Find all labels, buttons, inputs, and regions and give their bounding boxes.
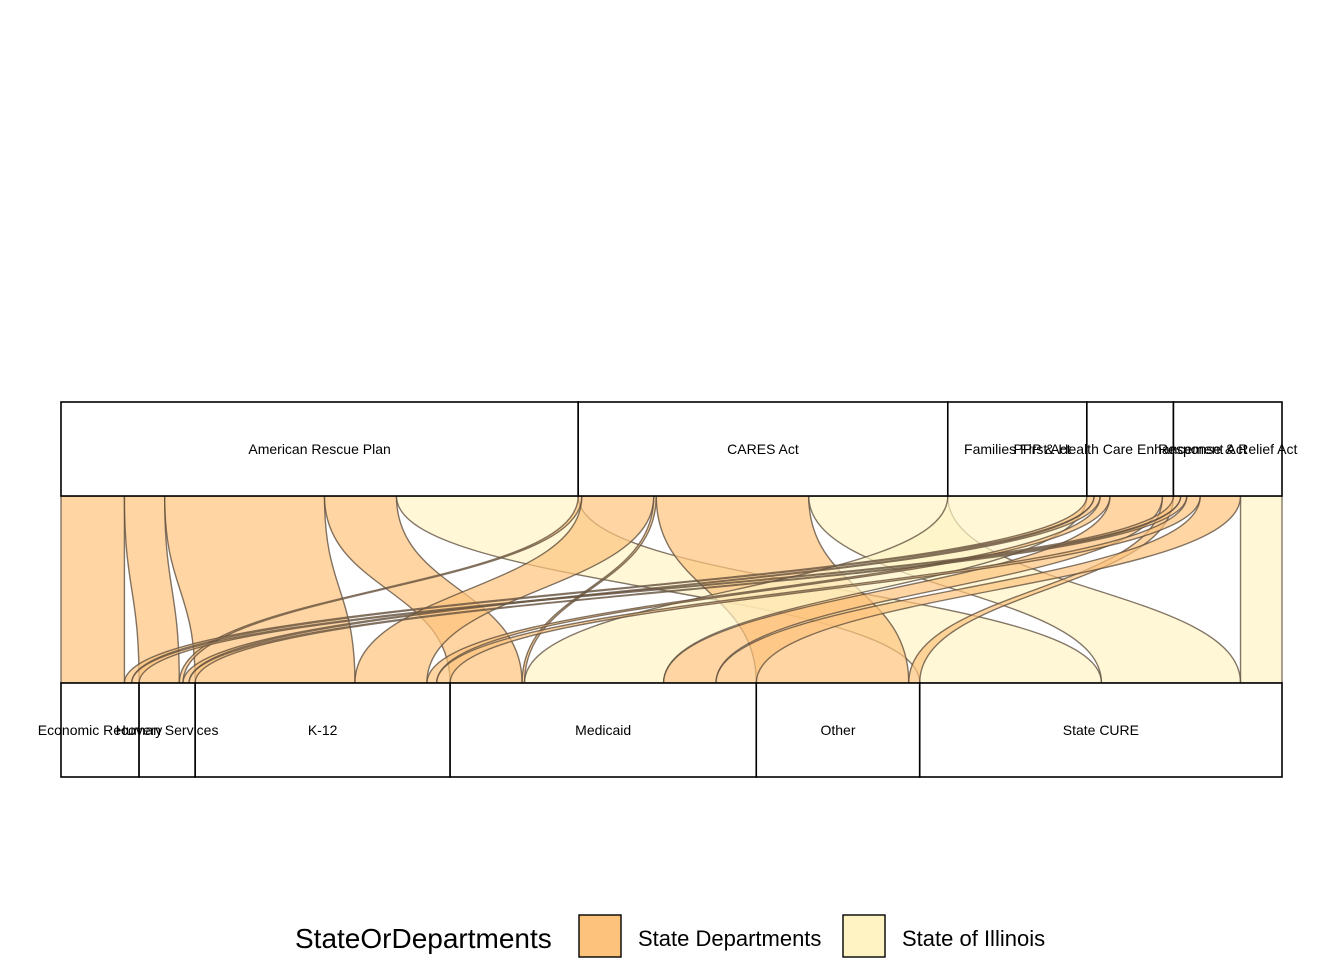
stratum-label-k-12: K-12 xyxy=(308,722,338,738)
stratum-label-families-first-act: Families First Act xyxy=(964,441,1071,457)
flow-american-rescue-plan-to-economic-recovery xyxy=(60,495,126,684)
stratum-human-services xyxy=(138,682,196,778)
stratum-medicaid xyxy=(449,682,758,778)
legend-label-state-departments: State Departments xyxy=(638,926,821,951)
strata: American Rescue Plan CARES Act Families Fi… xyxy=(38,401,1297,778)
flows xyxy=(60,495,1283,684)
stratum-label-cares-act: CARES Act xyxy=(727,441,799,457)
legend: StateOrDepartments State Departments Sta… xyxy=(295,914,1045,958)
stratum-label-state-cure: State CURE xyxy=(1063,722,1139,738)
legend-key-state-of-illinois xyxy=(842,914,886,958)
stratum-state-cure xyxy=(918,682,1283,778)
stratum-label-medicaid: Medicaid xyxy=(575,722,631,738)
legend-key-state-departments xyxy=(578,914,622,958)
stratum-label-other: Other xyxy=(820,722,855,738)
stratum-economic-recovery xyxy=(60,682,140,778)
stratum-label-economic-recovery: Economic Recovery xyxy=(38,722,163,738)
legend-label-state-of-illinois: State of Illinois xyxy=(902,926,1045,951)
stratum-other xyxy=(755,682,921,778)
stratum-american-rescue-plan xyxy=(60,401,579,497)
flow-response-and-relief-act-to-state-cure xyxy=(1239,495,1283,684)
stratum-label-human-services: Human Services xyxy=(116,722,219,738)
stratum-families-first-act xyxy=(946,401,1088,497)
stratum-cares-act xyxy=(577,401,949,497)
stratum-k-12 xyxy=(194,682,451,778)
stratum-ppp-and-health-care-enhancement-act xyxy=(1086,401,1175,497)
legend-title: StateOrDepartments xyxy=(295,923,552,954)
stratum-response-and-relief-act xyxy=(1172,401,1283,497)
stratum-label-ppp-and-health-care-enhancement-act: PPP & Health Care Enhancement Act xyxy=(1014,441,1247,457)
stratum-label-response-and-relief-act: Response & Relief Act xyxy=(1158,441,1297,457)
stratum-label-american-rescue-plan: American Rescue Plan xyxy=(248,441,390,457)
